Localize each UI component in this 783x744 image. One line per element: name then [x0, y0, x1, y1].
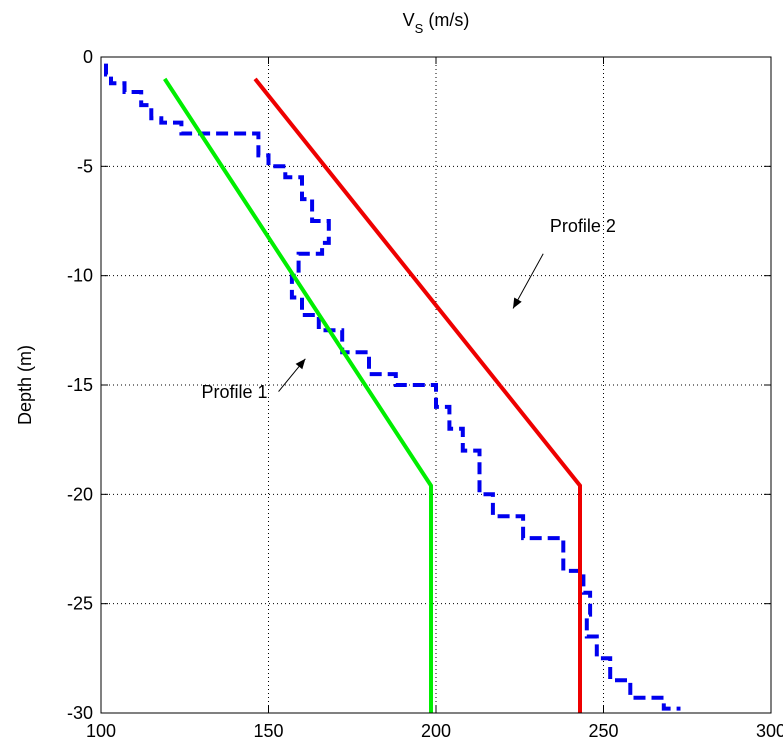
- annotation-arrow-shaft: [512, 253, 544, 309]
- x-tick-label: 300: [756, 721, 783, 741]
- annotation-label: Profile 1: [202, 382, 268, 402]
- tick-layer: 100 150 200 250 300 0 -5 -10 -15 -20 -25 -30: [67, 47, 783, 741]
- x-axis-label: VS (m/s): [403, 10, 470, 36]
- y-tick-label: -15: [67, 375, 93, 395]
- measured-profile-line: [104, 63, 681, 711]
- profile-2-line: [253, 77, 582, 713]
- profile-1-line: [163, 77, 433, 713]
- series-layer: [104, 63, 681, 713]
- annotation-arrow-head: [295, 358, 306, 370]
- y-tick-label: -30: [67, 703, 93, 723]
- y-tick-label: -20: [67, 484, 93, 504]
- x-tick-label: 250: [588, 721, 618, 741]
- annotation-layer: Profile 1 Profile 2: [202, 216, 616, 402]
- x-tick-label: 150: [253, 721, 283, 741]
- annotation-label: Profile 2: [550, 216, 616, 236]
- y-tick-label: -10: [67, 266, 93, 286]
- x-tick-label: 200: [421, 721, 451, 741]
- y-tick-label: 0: [83, 47, 93, 67]
- y-tick-label: -25: [67, 594, 93, 614]
- annotation-arrow-head: [513, 297, 522, 309]
- y-tick-label: -5: [77, 156, 93, 176]
- x-tick-label: 100: [86, 721, 116, 741]
- y-axis-label: Depth (m): [15, 345, 35, 425]
